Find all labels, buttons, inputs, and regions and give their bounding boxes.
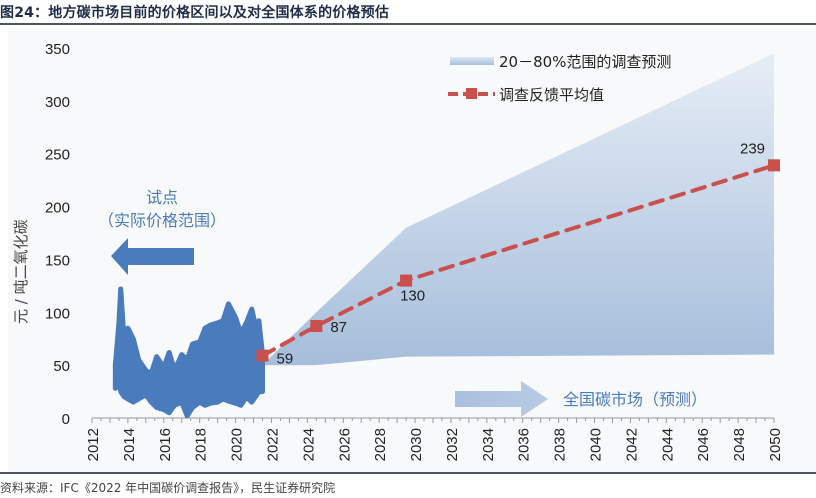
legend-band-label: 20－80%范围的调查预测 <box>499 53 671 71</box>
x-tick-label: 2030 <box>408 428 425 461</box>
y-axis-ticks: 0 50 100 150 200 250 300 350 <box>45 41 70 428</box>
data-label: 59 <box>277 351 294 368</box>
x-tick-label: 2048 <box>731 428 748 461</box>
x-tick-label: 2036 <box>516 428 533 461</box>
pilot-price-range <box>112 286 265 419</box>
x-tick-label: 2034 <box>480 428 497 461</box>
right-arrow-icon <box>455 381 548 417</box>
national-annotation: 全国碳市场（预测） <box>455 381 707 417</box>
national-annotation-text: 全国碳市场（预测） <box>563 390 707 409</box>
average-line <box>256 159 780 362</box>
x-tick-label: 2018 <box>193 428 210 461</box>
y-tick-label: 150 <box>45 252 70 269</box>
data-label: 239 <box>740 140 765 157</box>
x-tick-label: 2044 <box>659 428 676 461</box>
average-point-marker <box>256 349 269 362</box>
legend-band-swatch <box>450 57 494 65</box>
pilot-annotation-title: 试点 <box>146 188 178 207</box>
x-tick-label: 2042 <box>623 428 640 461</box>
x-tick-label: 2016 <box>157 428 174 461</box>
x-tick-label: 2022 <box>264 428 281 461</box>
x-tick-label: 2020 <box>229 428 246 461</box>
x-tick-label: 2050 <box>767 428 784 461</box>
pilot-price-area <box>112 286 265 419</box>
y-axis-label: 元 / 吨二氧化碳 <box>12 219 30 324</box>
x-tick-label: 2024 <box>300 428 317 461</box>
y-tick-label: 50 <box>53 358 70 375</box>
average-point-marker <box>310 320 323 333</box>
x-tick-label: 2032 <box>444 428 461 461</box>
x-axis: 2012 2014 2016 2018 2020 2022 2024 2026 2028 2030… <box>85 417 784 461</box>
y-tick-label: 250 <box>45 147 70 164</box>
figure-title: 图24：地方碳市场目前的价格区间以及对全国体系的价格预估 <box>0 5 390 21</box>
y-tick-label: 300 <box>45 94 70 111</box>
pilot-annotation-subtitle: （实际价格范围） <box>98 211 226 230</box>
pilot-annotation: 试点 （实际价格范围） <box>98 188 226 275</box>
x-tick-label: 2026 <box>336 428 353 461</box>
x-tick-label: 2028 <box>372 428 389 461</box>
x-tick-label: 2038 <box>552 428 569 461</box>
legend-line-label: 调查反馈平均值 <box>499 86 604 104</box>
title-divider <box>0 23 816 25</box>
y-tick-label: 350 <box>45 41 70 58</box>
y-tick-label: 0 <box>62 411 70 428</box>
source-note: 资料来源：IFC《2022 年中国碳价调查报告》，民生证券研究院 <box>0 481 336 495</box>
legend-line-marker <box>466 88 477 99</box>
left-arrow-icon <box>111 238 194 275</box>
data-label: 87 <box>330 319 347 336</box>
legend: 20－80%范围的调查预测 调查反馈平均值 <box>448 53 671 104</box>
x-tick-label: 2012 <box>85 428 102 461</box>
bottom-divider <box>0 472 816 474</box>
y-tick-label: 200 <box>45 200 70 217</box>
average-point-marker <box>400 274 413 287</box>
x-tick-label: 2040 <box>588 428 605 461</box>
average-point-marker <box>768 159 780 172</box>
data-label: 130 <box>400 288 425 305</box>
data-labels: 59 87 130 239 <box>277 140 766 367</box>
x-tick-label: 2014 <box>121 428 138 461</box>
y-tick-label: 100 <box>45 305 70 322</box>
x-tick-label: 2046 <box>695 428 712 461</box>
average-line-path <box>260 163 776 358</box>
